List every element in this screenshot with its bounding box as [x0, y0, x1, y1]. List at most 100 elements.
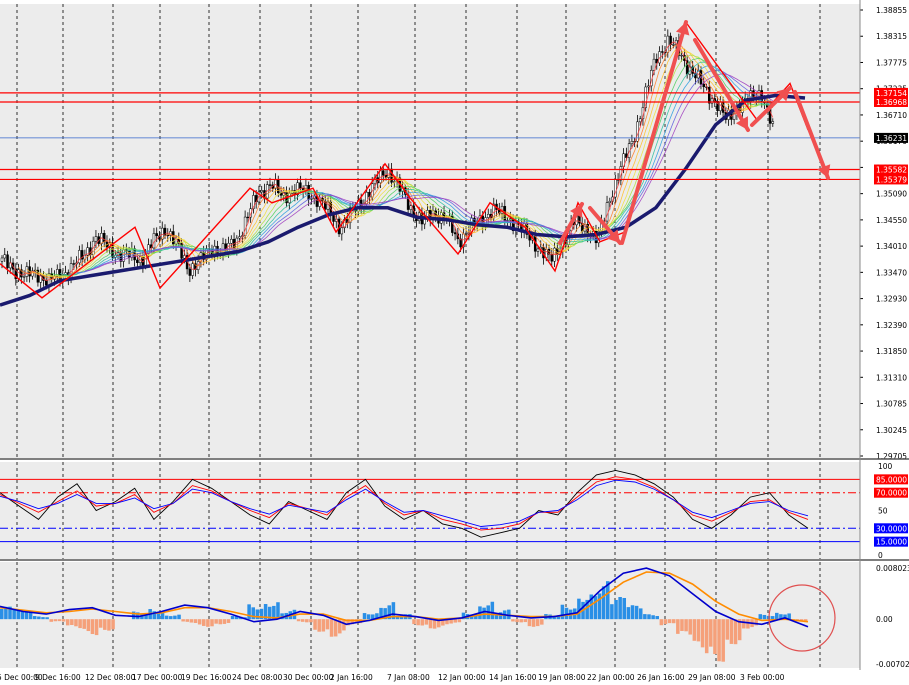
arrow-down	[793, 90, 830, 180]
macd-histogram-bar	[28, 612, 33, 620]
macd-histogram-bar	[329, 619, 334, 637]
macd-histogram-bar	[206, 619, 210, 627]
price-pane[interactable]: 1.388551.383151.377751.372351.367101.361…	[0, 4, 908, 461]
time-label: 29 Jan 08:00	[688, 673, 736, 682]
macd-histogram-bar	[193, 619, 198, 623]
stochastic-line	[0, 469, 809, 538]
time-label: 26 Jan 16:00	[637, 673, 685, 682]
candle	[299, 182, 302, 189]
candle	[14, 269, 18, 280]
candle	[719, 102, 722, 112]
candle	[36, 269, 40, 283]
candle	[183, 255, 186, 259]
macd-histogram-bar	[721, 619, 725, 662]
arrow-down	[693, 38, 750, 132]
macd-histogram-bar	[709, 619, 713, 647]
candle	[652, 58, 656, 71]
macd-histogram-bar	[41, 617, 45, 620]
candle	[323, 200, 327, 210]
y-tick-label: 1.35090	[876, 190, 907, 199]
candle	[732, 112, 736, 120]
macd-histogram-bar	[787, 613, 791, 620]
candle	[710, 98, 714, 104]
macd-histogram-bar	[309, 619, 313, 623]
arrow-up-head	[776, 88, 790, 102]
ma-ribbon-line	[76, 69, 774, 273]
macd-histogram-bar	[300, 619, 305, 622]
macd-histogram-bar	[45, 617, 49, 620]
arrow-up	[620, 20, 688, 245]
macd-histogram-bar	[770, 616, 775, 620]
macd-histogram-bar	[453, 619, 457, 623]
candle	[708, 87, 711, 104]
macd-histogram-bar	[156, 612, 161, 620]
macd-histogram-bar	[226, 619, 231, 623]
macd-histogram-bar	[585, 599, 589, 620]
time-label: 5 Dec 00:00	[0, 673, 43, 682]
macd-tick-label: 0.00	[876, 615, 893, 624]
macd-histogram-bar	[86, 619, 91, 632]
y-tick-label: 1.38315	[876, 32, 907, 41]
stochastic-level-label: 70.0000	[876, 489, 907, 498]
macd-histogram-bar	[638, 608, 643, 620]
candle	[22, 276, 26, 278]
macd-histogram-bar	[606, 581, 610, 620]
macd-signal-line	[0, 571, 809, 623]
macd-histogram-bar	[779, 614, 783, 620]
macd-histogram-bar	[577, 598, 581, 620]
y-tick-label: 1.31310	[876, 373, 907, 382]
macd-histogram-bar	[441, 619, 445, 626]
time-label: 12 Dec 08:00	[85, 673, 136, 682]
macd-histogram-bar	[733, 619, 738, 645]
candle	[160, 227, 164, 240]
macd-histogram-bar	[0, 608, 4, 620]
macd-histogram-bar	[53, 619, 58, 622]
macd-histogram-bar	[754, 619, 758, 626]
macd-histogram-bar	[428, 619, 433, 629]
macd-histogram-bar	[614, 599, 618, 620]
macd-histogram-bar	[305, 619, 309, 623]
stochastic-pane[interactable]: 100 50 0 85.0000 70.0000 30.0000 15.0000	[0, 462, 908, 560]
candle	[702, 83, 705, 88]
candle	[680, 54, 683, 57]
macd-histogram-bar	[144, 614, 148, 620]
candle	[20, 269, 23, 278]
arrow-down-head	[817, 164, 831, 178]
macd-histogram-bar	[247, 604, 251, 620]
candle	[172, 231, 175, 245]
macd-pane[interactable]: 0.008023 0.00 -0.007028	[0, 562, 909, 669]
y-tick-label: 1.30245	[876, 426, 907, 435]
candle	[155, 233, 158, 237]
candle	[661, 51, 664, 53]
candle	[771, 121, 775, 124]
macd-histogram-bar	[647, 614, 651, 620]
ma-ribbon-line	[84, 73, 774, 272]
macd-histogram-bar	[366, 614, 371, 620]
arrow-up-head	[570, 204, 583, 218]
candle	[260, 190, 263, 193]
candle	[0, 257, 4, 262]
macd-histogram-bar	[325, 619, 330, 630]
macd-histogram-bar	[540, 619, 544, 625]
macd-histogram-bar	[74, 619, 78, 627]
macd-histogram-bar	[259, 608, 264, 620]
candle	[310, 198, 313, 200]
y-tick-label: 1.32390	[876, 321, 907, 330]
macd-histogram-bar	[251, 607, 255, 620]
y-tick-label: 1.37775	[876, 58, 907, 67]
macd-histogram-bar	[90, 619, 95, 635]
macd-histogram-bar	[65, 619, 70, 626]
macd-histogram-bar	[700, 619, 705, 648]
macd-histogram-bar	[263, 604, 268, 620]
macd-histogram-bar	[371, 614, 375, 620]
macd-histogram-bar	[296, 619, 301, 622]
candle	[39, 275, 42, 283]
price-level-badge	[874, 164, 908, 175]
macd-histogram-bar	[111, 619, 115, 630]
macd-histogram-bar	[103, 619, 107, 630]
macd-histogram-bar	[762, 614, 767, 620]
price-level-label: 1.35582	[876, 166, 907, 175]
macd-histogram-bar	[676, 619, 680, 634]
macd-histogram-bar	[630, 605, 635, 620]
